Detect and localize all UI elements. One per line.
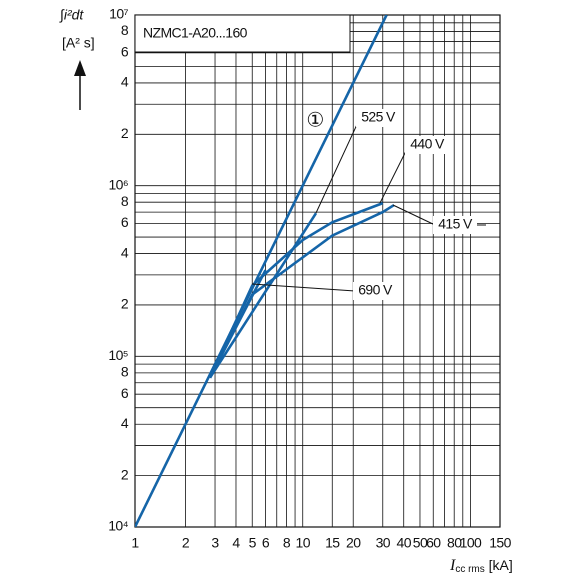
series-line	[208, 212, 318, 379]
y-tick-label: 8	[121, 193, 129, 209]
y-tick-label: 4	[121, 244, 129, 260]
x-tick-label: 50	[413, 535, 428, 551]
leader-line	[392, 204, 436, 226]
x-tick-label: 3	[211, 535, 219, 551]
x-tick-label: 2	[182, 535, 190, 551]
x-tick-label: 150	[489, 535, 511, 551]
leader-line	[315, 117, 361, 214]
x-axis-label: Icc rms [kA]	[449, 557, 513, 575]
y-tick-label: 4	[121, 415, 129, 431]
y-tick-label: 10⁷	[109, 6, 128, 22]
series-label: ①	[306, 108, 323, 132]
y-tick-label: 6	[121, 385, 129, 401]
series-label: 440 V	[410, 136, 445, 152]
x-tick-label: 5	[249, 535, 257, 551]
label-bg	[353, 282, 397, 300]
y-axis-unit: [A² s]	[62, 35, 95, 51]
y-tick-label: 10⁶	[108, 176, 128, 192]
title-box	[134, 14, 351, 53]
series-line	[208, 201, 384, 379]
y-tick-label: 6	[121, 44, 129, 60]
x-tick-label: 15	[325, 535, 340, 551]
x-tick-label: 60	[426, 535, 441, 551]
plot-frame	[134, 14, 501, 528]
y-tick-label: 4	[121, 74, 129, 90]
leader-line	[379, 144, 410, 204]
x-tick-label: 80	[447, 535, 462, 551]
y-tick-label: 8	[121, 22, 129, 38]
x-tick-label: 10	[296, 535, 311, 551]
x-tick-label: 6	[262, 535, 270, 551]
y-axis-label: ∫i²dt	[59, 7, 84, 24]
chart-title: NZMC1-A20...160	[143, 25, 248, 41]
x-tick-label: 100	[460, 535, 482, 551]
y-arrow	[74, 60, 86, 110]
x-tick-label: 20	[346, 535, 361, 551]
x-tick-label: 8	[283, 535, 291, 551]
x-tick-label: 4	[232, 535, 240, 551]
x-tick-label: 1	[131, 535, 139, 551]
y-tick-label: 2	[121, 296, 129, 312]
y-tick-label: 8	[121, 364, 129, 380]
leader-line	[251, 283, 356, 292]
label-bg	[405, 136, 449, 154]
y-tick-label: 6	[121, 214, 129, 230]
x-tick-label: 40	[397, 535, 412, 551]
series-label: 690 V	[358, 282, 393, 298]
label-bg	[433, 216, 477, 234]
series-label: 525 V	[361, 109, 396, 125]
x-tick-label: 30	[376, 535, 391, 551]
y-tick-label: 10⁴	[108, 518, 128, 534]
series-line	[135, 15, 388, 527]
series-label: 415 V	[438, 216, 473, 232]
series-line	[208, 269, 267, 379]
y-tick-label: 2	[121, 125, 129, 141]
y-tick-label: 10⁵	[108, 347, 128, 363]
y-tick-label: 2	[121, 466, 129, 482]
label-bg	[356, 109, 400, 127]
